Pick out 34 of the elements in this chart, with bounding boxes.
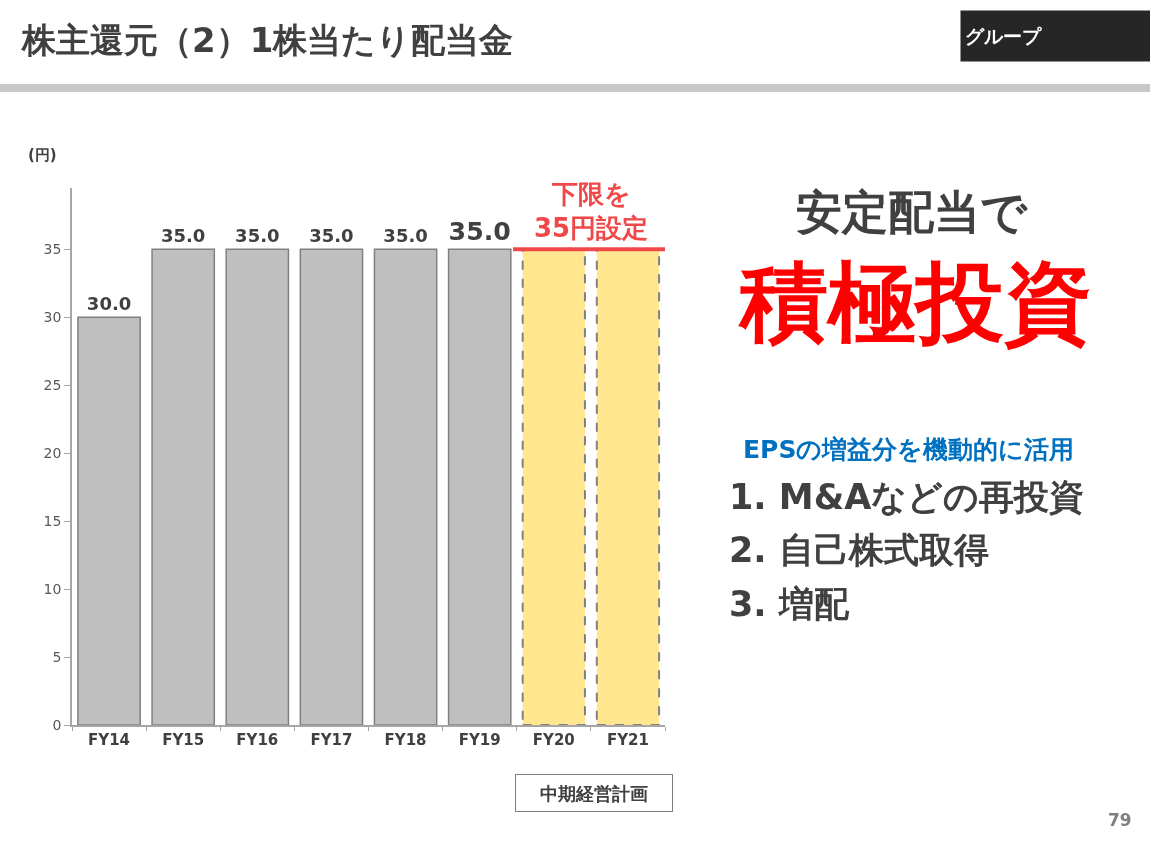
y-tick-label: 0 [52, 716, 62, 733]
data-label: 35.0 [448, 217, 511, 247]
data-label: 35.0 [235, 225, 280, 247]
ref-line-label: 下限を 35円設定 [534, 179, 649, 243]
y-tick-label: 15 [43, 512, 62, 529]
y-tick-label: 35 [43, 241, 62, 258]
text: 1. M&Aなどの再投資 [729, 477, 1085, 517]
text: 79 [1108, 810, 1132, 830]
data-label: 30.0 [86, 293, 132, 315]
data-label: 35.0 [160, 225, 206, 247]
x-tick-label: FY18 [384, 730, 427, 749]
text: 安定配当で [796, 185, 1028, 239]
x-tick-label: FY19 [458, 730, 501, 749]
x-tick-label: FY16 [236, 730, 279, 749]
y-axis-title: (円) [28, 146, 57, 164]
y-tick-label: 20 [43, 445, 62, 461]
x-tick-label: FY20 [532, 730, 575, 749]
x-tick-label: FY14 [88, 730, 131, 749]
x-tick-label: FY15 [162, 730, 205, 749]
text: 積極投資 [738, 251, 1092, 354]
text: 2. 自己株式取得 [729, 530, 989, 570]
data-label: 35.0 [309, 225, 354, 247]
chart-title: 株主還元（2）1株当たり配当金 [20, 19, 514, 60]
text: EPSの増益分を機動的に活用 [743, 435, 1075, 464]
y-tick-label: 10 [43, 580, 62, 597]
data-label: 35.0 [383, 225, 428, 247]
y-tick-label: 30 [43, 309, 62, 326]
y-tick-label: 25 [43, 377, 62, 394]
y-tick-label: 5 [52, 648, 62, 665]
text: 3. 増配 [729, 584, 850, 624]
x-tick-label: FY17 [310, 730, 353, 749]
text: 中期経営計画 [540, 782, 648, 804]
x-tick-label: FY21 [606, 730, 649, 749]
text: グループ [965, 25, 1042, 47]
